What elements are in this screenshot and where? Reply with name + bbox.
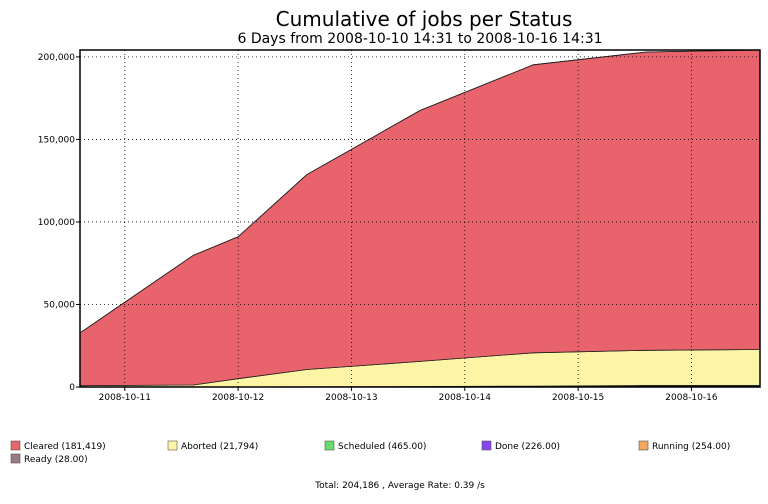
legend-swatch	[482, 441, 491, 450]
legend-swatch	[168, 441, 177, 450]
legend-swatch	[11, 441, 20, 450]
y-tick-label: 200,000	[38, 53, 75, 63]
legend-label: Done (226.00)	[495, 442, 560, 452]
legend-item: Aborted (21,794)	[168, 441, 258, 452]
x-tick-label: 2008-10-15	[552, 393, 604, 403]
legend-label: Cleared (181,419)	[24, 442, 106, 452]
legend-label: Ready (28.00)	[24, 455, 88, 465]
legend-label: Aborted (21,794)	[181, 442, 258, 452]
x-tick-label: 2008-10-13	[325, 393, 377, 403]
x-tick-label: 2008-10-16	[665, 393, 718, 403]
legend-swatch	[639, 441, 648, 450]
x-tick-label: 2008-10-12	[212, 393, 264, 403]
y-tick-label: 150,000	[38, 135, 75, 145]
y-tick-label: 100,000	[38, 218, 75, 228]
legend-swatch	[11, 454, 20, 463]
x-axis-ticks: 2008-10-11 2008-10-12 2008-10-13 2008-10-14…	[99, 387, 718, 403]
y-tick-label: 0	[69, 383, 75, 393]
legend-item: Running (254.00)	[639, 441, 730, 452]
legend-item: Done (226.00)	[482, 441, 560, 452]
legend-label: Running (254.00)	[652, 442, 730, 452]
y-axis-ticks: 0 50,000 100,000 150,000 200,000	[38, 53, 80, 393]
x-tick-label: 2008-10-14	[439, 393, 492, 403]
legend: Cleared (181,419) Aborted (21,794) Schedul…	[11, 441, 730, 465]
legend-item: Scheduled (465.00)	[325, 441, 426, 452]
x-tick-label: 2008-10-11	[99, 393, 151, 403]
legend-item: Cleared (181,419)	[11, 441, 106, 452]
legend-swatch	[325, 441, 334, 450]
legend-label: Scheduled (465.00)	[338, 442, 426, 452]
chart-footer: Total: 204,186 , Average Rate: 0.39 /s	[314, 481, 485, 491]
chart-title: Cumulative of jobs per Status	[276, 7, 573, 31]
chart-subtitle: 6 Days from 2008-10-10 14:31 to 2008-10-…	[237, 31, 602, 47]
legend-item: Ready (28.00)	[11, 454, 88, 465]
y-tick-label: 50,000	[44, 300, 76, 310]
